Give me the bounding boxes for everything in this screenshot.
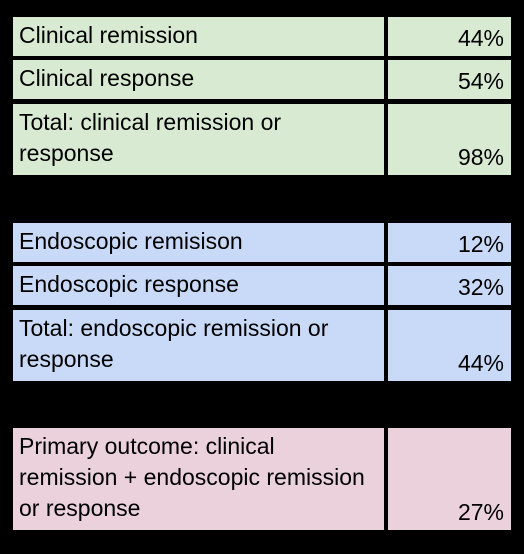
row-value: 98%	[388, 104, 511, 175]
row-value: 12%	[388, 223, 511, 262]
row-label: Clinical response	[13, 60, 384, 99]
table-row-clinical-total: Total: clinical remission or response 98…	[13, 104, 511, 175]
table-row-endoscopic-response: Endoscopic response 32%	[13, 266, 511, 305]
row-label: Endoscopic response	[13, 266, 384, 305]
row-value: 54%	[388, 60, 511, 99]
table-row-endoscopic-remission: Endoscopic remisison 12%	[13, 223, 511, 262]
row-label: Endoscopic remisison	[13, 223, 384, 262]
row-label: Clinical remission	[13, 17, 384, 56]
table-row-clinical-remission: Clinical remission 44%	[13, 17, 511, 56]
row-value: 44%	[388, 310, 511, 381]
table-row-primary-outcome: Primary outcome: clinical remission + en…	[13, 428, 511, 530]
row-value: 44%	[388, 17, 511, 56]
row-value: 32%	[388, 266, 511, 305]
row-label: Primary outcome: clinical remission + en…	[13, 428, 384, 530]
table-row-clinical-response: Clinical response 54%	[13, 60, 511, 99]
row-value: 27%	[388, 428, 511, 530]
row-label: Total: clinical remission or response	[13, 104, 384, 175]
row-label: Total: endoscopic remission or response	[13, 310, 384, 381]
table-row-endoscopic-total: Total: endoscopic remission or response …	[13, 310, 511, 381]
